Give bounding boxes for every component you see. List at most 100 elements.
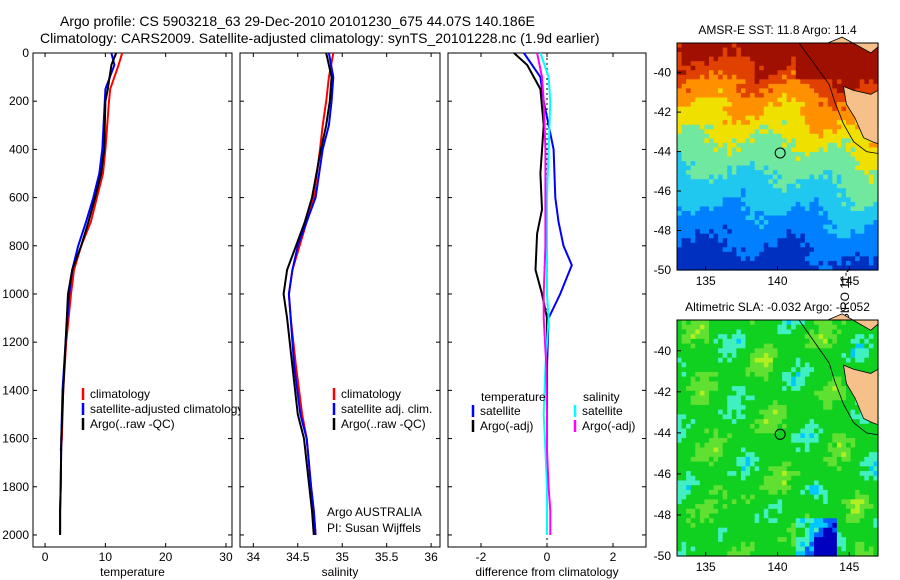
map-cell <box>686 329 692 335</box>
map-cell <box>868 508 875 515</box>
map-cell <box>864 229 870 235</box>
map-cell <box>841 499 847 505</box>
map-cell <box>836 508 843 515</box>
map-cell <box>791 192 797 198</box>
map-cell <box>763 56 769 62</box>
map-cell <box>836 79 843 85</box>
map-cell <box>718 456 724 463</box>
map-cell <box>695 142 701 149</box>
map-cell <box>850 65 856 71</box>
map-cell <box>864 447 870 453</box>
map-cell <box>777 156 783 162</box>
map-cell <box>873 532 879 538</box>
map-cell <box>763 475 769 482</box>
map-cell <box>740 518 747 524</box>
map-cell <box>786 43 792 49</box>
map-cell <box>722 79 728 85</box>
map-cell <box>722 447 728 453</box>
map-cell <box>850 504 856 510</box>
map-cell <box>750 147 756 153</box>
map-cell <box>809 357 815 364</box>
map-cell <box>786 494 792 500</box>
map-cell <box>731 428 737 434</box>
map-cell <box>800 206 806 212</box>
map-cell <box>814 242 820 248</box>
map-cell <box>814 480 820 486</box>
map-cell <box>804 452 811 458</box>
map-cell <box>722 170 728 176</box>
map-cell <box>827 504 833 510</box>
map-cell <box>777 480 783 486</box>
map-cell <box>736 485 742 491</box>
map-cell <box>763 353 769 359</box>
map-cell <box>736 247 742 253</box>
map-cell <box>772 527 779 533</box>
map-cell <box>818 242 824 248</box>
map-cell <box>695 79 701 85</box>
map-cell <box>782 224 788 230</box>
map-cell <box>722 494 728 500</box>
map-cell <box>759 343 765 349</box>
map-cell <box>786 238 792 244</box>
map-cell <box>804 546 811 552</box>
map-cell <box>859 447 865 453</box>
map-cell <box>859 65 865 71</box>
map-cell <box>846 56 852 62</box>
map-cell <box>713 142 719 149</box>
map-cell <box>791 70 797 76</box>
map-cell <box>800 456 806 463</box>
map-cell <box>745 238 751 244</box>
map-cell <box>731 353 737 359</box>
map-cell <box>772 179 779 185</box>
map-cell <box>695 320 701 326</box>
map-cell <box>850 115 856 121</box>
map-cell <box>873 52 879 58</box>
map-cell <box>731 120 737 126</box>
map-cell <box>804 102 811 108</box>
map-cell <box>832 147 838 153</box>
map-cell <box>823 97 829 103</box>
map-cell <box>804 367 811 373</box>
map-cell <box>795 348 801 354</box>
map-cell <box>795 47 801 53</box>
map-cell <box>846 338 852 345</box>
map-cell <box>782 499 788 505</box>
map-cell <box>782 43 788 49</box>
map-cell <box>832 409 838 415</box>
map-cell <box>704 447 710 453</box>
map-cell <box>777 324 783 331</box>
map-cell <box>818 188 824 194</box>
map-cell <box>708 156 715 162</box>
map-cell <box>718 461 724 467</box>
map-cell <box>809 386 815 392</box>
map-cell <box>686 334 692 340</box>
map-cell <box>832 419 838 425</box>
map-cell <box>846 522 852 529</box>
map-cell <box>677 56 683 62</box>
map-cell <box>859 220 865 226</box>
map-cell <box>677 88 683 94</box>
map-cell <box>777 362 783 368</box>
map-cell <box>699 260 706 267</box>
map-cell <box>768 489 774 496</box>
map-cell <box>814 192 820 198</box>
map-cell <box>859 192 865 198</box>
map-cell <box>768 151 774 158</box>
map-cell <box>864 452 870 458</box>
map-cell <box>704 395 710 401</box>
map-cell <box>791 371 797 378</box>
map-cell <box>713 376 719 382</box>
map-cell <box>800 52 806 58</box>
map-cell <box>827 115 833 121</box>
map-cell <box>786 129 792 135</box>
map-cell <box>772 70 779 76</box>
map-cell <box>713 442 719 449</box>
map-cell <box>704 390 710 397</box>
map-cell <box>763 97 769 103</box>
legend-header: salinity <box>583 390 620 404</box>
map-cell <box>809 83 815 89</box>
map-cell <box>859 419 865 425</box>
map-cell <box>859 170 865 176</box>
map-cell <box>795 423 801 430</box>
map-cell <box>718 409 724 415</box>
